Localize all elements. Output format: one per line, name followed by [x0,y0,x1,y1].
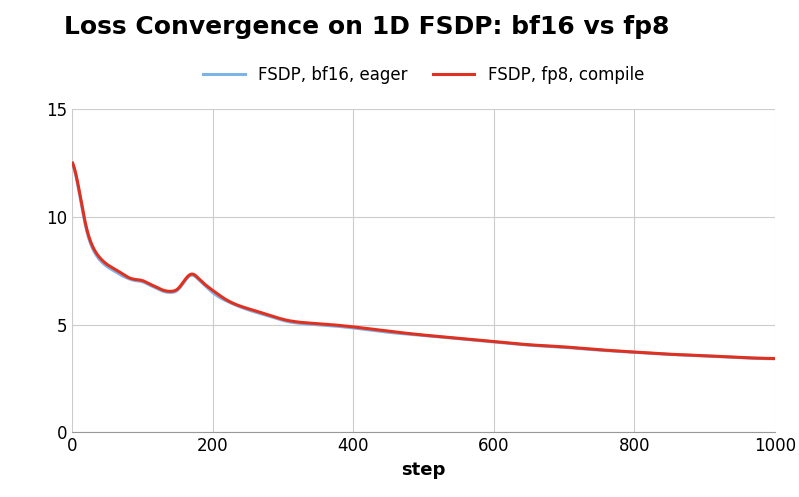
FSDP, bf16, eager [757,355,766,361]
X-axis label: step: step [401,461,446,479]
FSDP, bf16, eager [368,328,377,333]
FSDP, fp8, compile [770,355,780,361]
FSDP, fp8, compile [368,326,377,332]
Text: Loss Convergence on 1D FSDP: bf16 vs fp8: Loss Convergence on 1D FSDP: bf16 vs fp8 [64,15,670,39]
FSDP, bf16, eager [337,324,347,330]
FSDP, bf16, eager [68,160,78,166]
Line: FSDP, bf16, eager: FSDP, bf16, eager [73,163,775,359]
FSDP, fp8, compile [337,323,347,329]
FSDP, bf16, eager [770,356,780,362]
Legend: FSDP, bf16, eager, FSDP, fp8, compile: FSDP, bf16, eager, FSDP, fp8, compile [197,60,650,91]
Line: FSDP, fp8, compile: FSDP, fp8, compile [73,163,775,358]
FSDP, bf16, eager [681,352,690,358]
FSDP, fp8, compile [148,282,157,288]
FSDP, fp8, compile [189,272,199,278]
FSDP, bf16, eager [189,273,199,279]
FSDP, fp8, compile [757,355,766,361]
FSDP, fp8, compile [68,160,78,166]
FSDP, bf16, eager [148,283,157,289]
FSDP, fp8, compile [681,352,690,358]
